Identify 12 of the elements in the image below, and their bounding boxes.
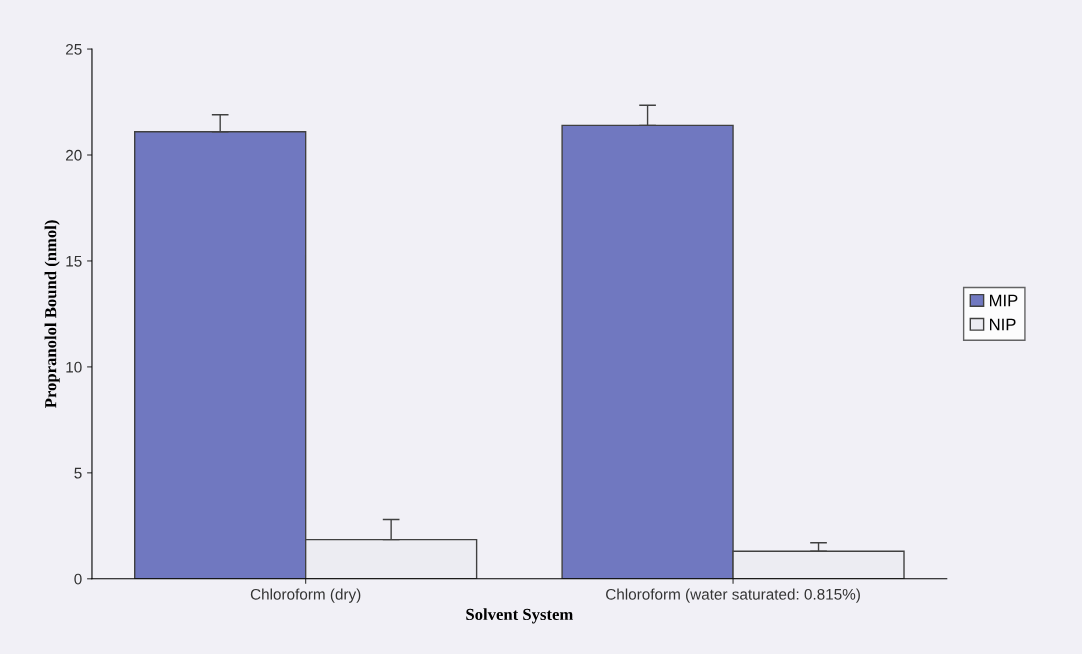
y-axis-title: Propranolol Bound (nmol) bbox=[44, 220, 60, 408]
y-tick-label: 15 bbox=[66, 255, 82, 267]
y-tick-label: 20 bbox=[66, 149, 82, 161]
y-tick-label: 0 bbox=[74, 573, 82, 585]
x-tick-label: Chloroform (water saturated: 0.815%) bbox=[606, 588, 860, 603]
legend-label: MIP bbox=[990, 294, 1018, 307]
x-tick-label: Chloroform (dry) bbox=[250, 588, 361, 603]
x-axis-title: Solvent System bbox=[466, 608, 574, 624]
y-tick-label: 25 bbox=[66, 43, 82, 55]
y-tick-label: 5 bbox=[74, 467, 82, 479]
y-tick-label: 10 bbox=[66, 361, 82, 373]
legend-label: NIP bbox=[990, 318, 1016, 331]
